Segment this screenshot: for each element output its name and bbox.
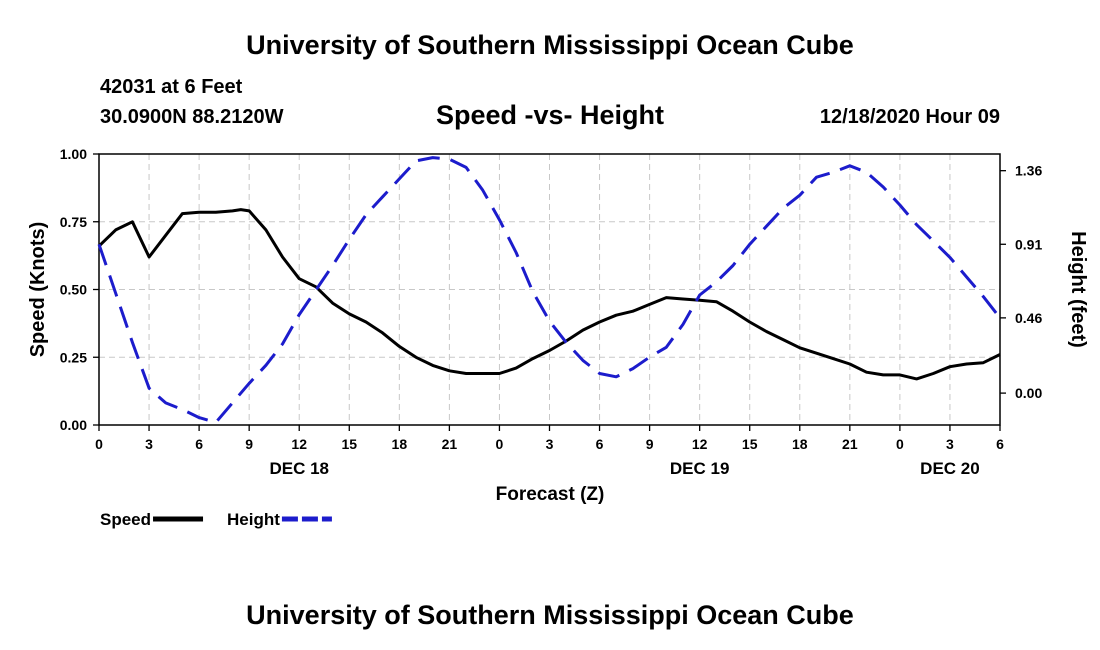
y2-tick-label: 0.91 [1015, 236, 1042, 252]
y-tick-label: 0.25 [60, 349, 87, 365]
x-tick-label: 9 [646, 436, 654, 452]
x-tick-label: 21 [442, 436, 458, 452]
station-label: 42031 at 6 Feet [100, 76, 243, 98]
legend-label: Height [227, 510, 280, 529]
axis-layer [93, 153, 1006, 431]
x-tick-label: 3 [946, 436, 954, 452]
y-tick-label: 0.00 [60, 417, 87, 433]
y-tick-label: 1.00 [60, 146, 87, 162]
x-tick-label: 6 [996, 436, 1004, 452]
series-layer [97, 156, 1002, 424]
x-tick-label: 15 [341, 436, 357, 452]
y2-tick-label: 1.36 [1015, 163, 1042, 179]
y-tick-label: 0.50 [60, 282, 87, 298]
y-axis-title: Speed (Knots) [27, 222, 49, 358]
x-tick-label: 0 [95, 436, 103, 452]
x-tick-label: 18 [392, 436, 408, 452]
x-tick-label: 3 [546, 436, 554, 452]
label-layer: 0 3 6 9 12 15 18 21 0 3 6 9 12 15 18 21 0 3 6 0.00 0.25 0.50 0… [27, 146, 1089, 505]
x-tick-label: 18 [792, 436, 808, 452]
page-title: University of Southern Mississippi Ocean… [246, 30, 854, 60]
footer-title: University of Southern Mississippi Ocean… [246, 600, 854, 630]
station-coordinates: 30.0900N 88.2120W [100, 106, 284, 128]
date-label: DEC 20 [920, 459, 980, 478]
x-axis-title: Forecast (Z) [496, 484, 605, 505]
height-series-line [97, 156, 1002, 424]
x-tick-label: 12 [692, 436, 708, 452]
x-tick-label: 9 [245, 436, 253, 452]
y2-tick-label: 0.46 [1015, 310, 1042, 326]
legend: Speed Height [100, 510, 332, 529]
y-tick-label: 0.75 [60, 214, 87, 230]
date-label: DEC 18 [269, 459, 329, 478]
y2-axis-title: Height (feet) [1067, 231, 1089, 348]
y2-tick-label: 0.00 [1015, 385, 1042, 401]
x-tick-label: 21 [842, 436, 858, 452]
speed-series-line [97, 208, 1001, 381]
x-tick-label: 0 [496, 436, 504, 452]
date-label: DEC 19 [670, 459, 730, 478]
legend-label: Speed [100, 510, 151, 529]
x-tick-label: 15 [742, 436, 758, 452]
x-tick-label: 6 [195, 436, 203, 452]
x-tick-label: 6 [596, 436, 604, 452]
forecast-datetime: 12/18/2020 Hour 09 [819, 106, 1000, 128]
chart-subtitle: Speed -vs- Height [435, 100, 665, 130]
grid-layer [99, 154, 1000, 425]
x-tick-label: 12 [291, 436, 307, 452]
x-tick-label: 3 [145, 436, 153, 452]
x-tick-label: 0 [896, 436, 904, 452]
